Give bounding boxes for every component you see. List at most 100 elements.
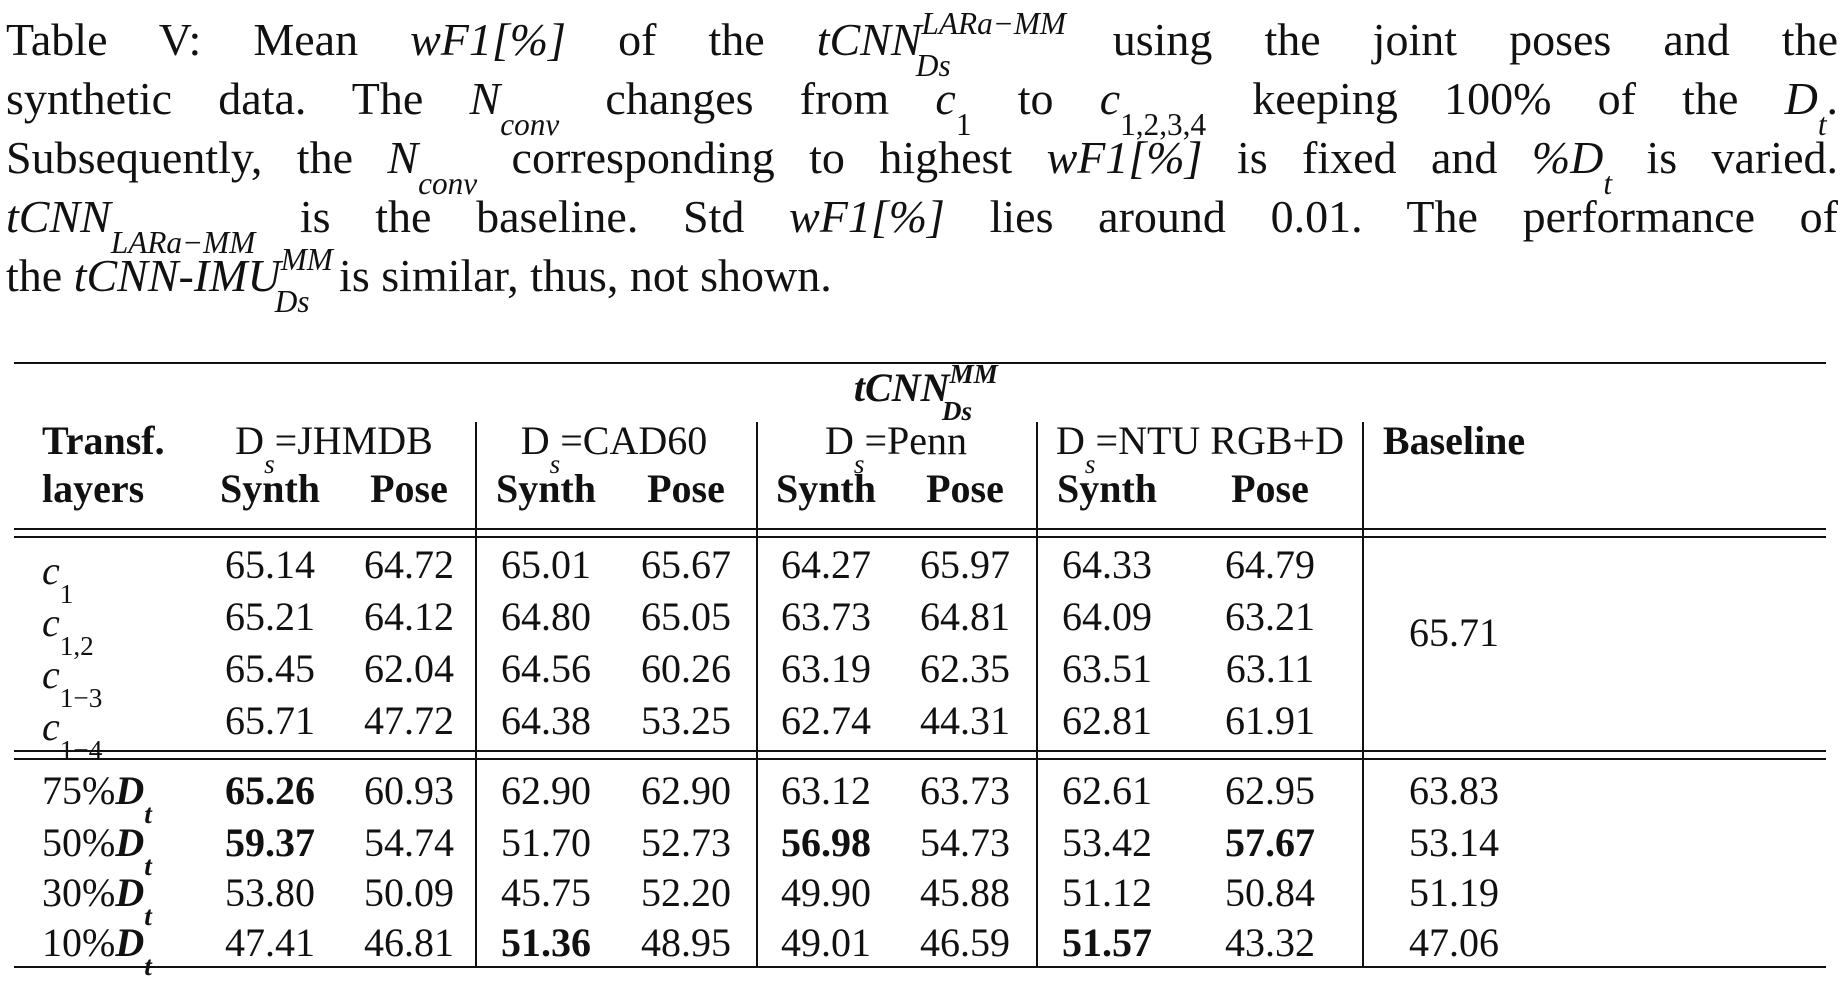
table-cell: 63.19 — [781, 646, 871, 691]
caption-text: is similar, thus, not shown. — [327, 250, 832, 301]
table-cell: 53.25 — [641, 698, 731, 743]
caption-text: Subsequently, the — [6, 132, 388, 183]
row-label-dt: D — [115, 870, 145, 915]
table-cell: 64.09 — [1062, 594, 1152, 639]
group-header-prefix: D — [235, 418, 265, 463]
table-cell: 65.14 — [225, 542, 315, 587]
row-label-text: 50% — [42, 820, 116, 865]
group-header-sub: s — [264, 448, 275, 479]
caption-text: to — [971, 73, 1100, 124]
caption-c1: c — [935, 73, 956, 124]
caption-text: . — [1826, 73, 1839, 124]
table-cell: 65.71 — [225, 698, 315, 743]
table-cell: 63.73 — [920, 768, 1010, 813]
column-divider — [1362, 422, 1364, 966]
caption-model: tCNN-IMU — [73, 250, 281, 301]
table-caption: Table V: Mean wF1[%] of the tCNNLARa−MMD… — [6, 8, 1839, 317]
caption-line-3: Subsequently, the Nconv corresponding to… — [6, 128, 1838, 199]
table-cell: 64.12 — [364, 594, 454, 639]
caption-text: is fixed and — [1202, 132, 1532, 183]
baseline-cell: 47.06 — [1409, 920, 1499, 965]
table-cell: 65.67 — [641, 542, 731, 587]
caption-c1234: c — [1099, 73, 1121, 124]
row-label: 75%Dt — [42, 768, 152, 827]
table-cell: 54.73 — [920, 820, 1010, 865]
table-cell: 50.09 — [364, 870, 454, 915]
row-label-text: c — [42, 652, 60, 697]
table-cell: 64.56 — [501, 646, 591, 691]
row-label: 30%Dt — [42, 870, 152, 929]
pose-header: Pose — [926, 466, 1004, 511]
row-label: 50%Dt — [42, 820, 152, 879]
column-divider — [475, 422, 477, 966]
table-cell: 63.21 — [1225, 594, 1315, 639]
table-cell: 64.33 — [1062, 542, 1152, 587]
caption-line-2: synthetic data. The Nconv changes from c… — [6, 69, 1839, 140]
section-rule-2 — [14, 758, 1826, 760]
row-label-dt: D — [115, 920, 145, 965]
table-cell: 47.72 — [364, 698, 454, 743]
caption-text: is varied. — [1612, 132, 1838, 183]
table-cell: 65.26 — [225, 768, 315, 813]
table-cell: 59.37 — [225, 820, 315, 865]
table-cell: 62.90 — [501, 768, 591, 813]
table-cell: 45.88 — [920, 870, 1010, 915]
group-header: Ds=CAD60 — [521, 418, 708, 477]
table-cell: 49.90 — [781, 870, 871, 915]
caption-metric: wF1[%] — [1046, 132, 1203, 183]
caption-text: corresponding to highest — [477, 132, 1047, 183]
group-header: Ds=NTU RGB+D — [1056, 418, 1344, 477]
synth-header: Synth — [495, 466, 597, 511]
table-cell: 47.41 — [225, 920, 315, 965]
group-header: Ds=Penn — [825, 418, 967, 477]
row-label-dt-sub: t — [144, 850, 152, 881]
table-cell: 46.81 — [364, 920, 454, 965]
row-label-sub: 1 — [59, 578, 74, 609]
table-cell: 64.38 — [501, 698, 591, 743]
caption-dt-sub: t — [1603, 166, 1613, 202]
row-label: c1 — [42, 548, 73, 607]
caption-c1-sub: 1 — [955, 107, 972, 143]
caption-text: of the — [566, 14, 817, 65]
caption-line-4: tCNNLARa−MM is the baseline. Std wF1[%] … — [6, 187, 1838, 258]
caption-model-sup: LARa−MM — [921, 5, 1066, 41]
table-cell: 62.81 — [1062, 698, 1152, 743]
group-header-prefix: D — [1056, 418, 1085, 463]
table-cell: 65.97 — [920, 542, 1010, 587]
table-cell: 65.45 — [225, 646, 315, 691]
section-rule-1 — [14, 750, 1826, 752]
caption-dt-sub: t — [1817, 107, 1827, 143]
table-title: tCNNMM Ds — [854, 360, 998, 424]
table-cell: 65.21 — [225, 594, 315, 639]
table-cell: 62.61 — [1062, 768, 1152, 813]
table-cell: 65.01 — [501, 542, 591, 587]
row-label-text: 75% — [42, 768, 116, 813]
row-label: c1−3 — [42, 652, 102, 711]
caption-text: is the baseline. Std — [255, 191, 790, 242]
column-divider — [756, 422, 758, 966]
table-cell: 51.57 — [1062, 920, 1152, 965]
table-title-sup: MM — [949, 358, 998, 389]
row-header-label: Transf. — [42, 418, 165, 463]
caption-model: tCNN — [6, 191, 111, 242]
pose-header: Pose — [370, 466, 448, 511]
group-header-sub: s — [549, 448, 561, 479]
synth-header: Synth — [219, 466, 321, 511]
table-cell: 46.59 — [920, 920, 1010, 965]
table-cell: 43.32 — [1225, 920, 1315, 965]
caption-nconv-sub: conv — [500, 107, 560, 143]
row-label-sub: 1,2 — [59, 630, 94, 661]
caption-nconv-sub: conv — [418, 166, 478, 202]
row-label-sub: 1−3 — [59, 682, 103, 713]
row-label: c1,2 — [42, 600, 94, 659]
header-rule-1 — [14, 528, 1826, 530]
table-cell: 63.11 — [1225, 646, 1315, 691]
table-cell: 60.93 — [364, 768, 454, 813]
table-cell: 61.91 — [1225, 698, 1315, 743]
synth-header: Synth — [1056, 466, 1158, 511]
row-label-text: 30% — [42, 870, 116, 915]
table-cell: 64.27 — [781, 542, 871, 587]
table-cell: 44.31 — [920, 698, 1010, 743]
caption-metric: wF1[%] — [410, 14, 567, 65]
caption-dt: D — [1784, 73, 1818, 124]
